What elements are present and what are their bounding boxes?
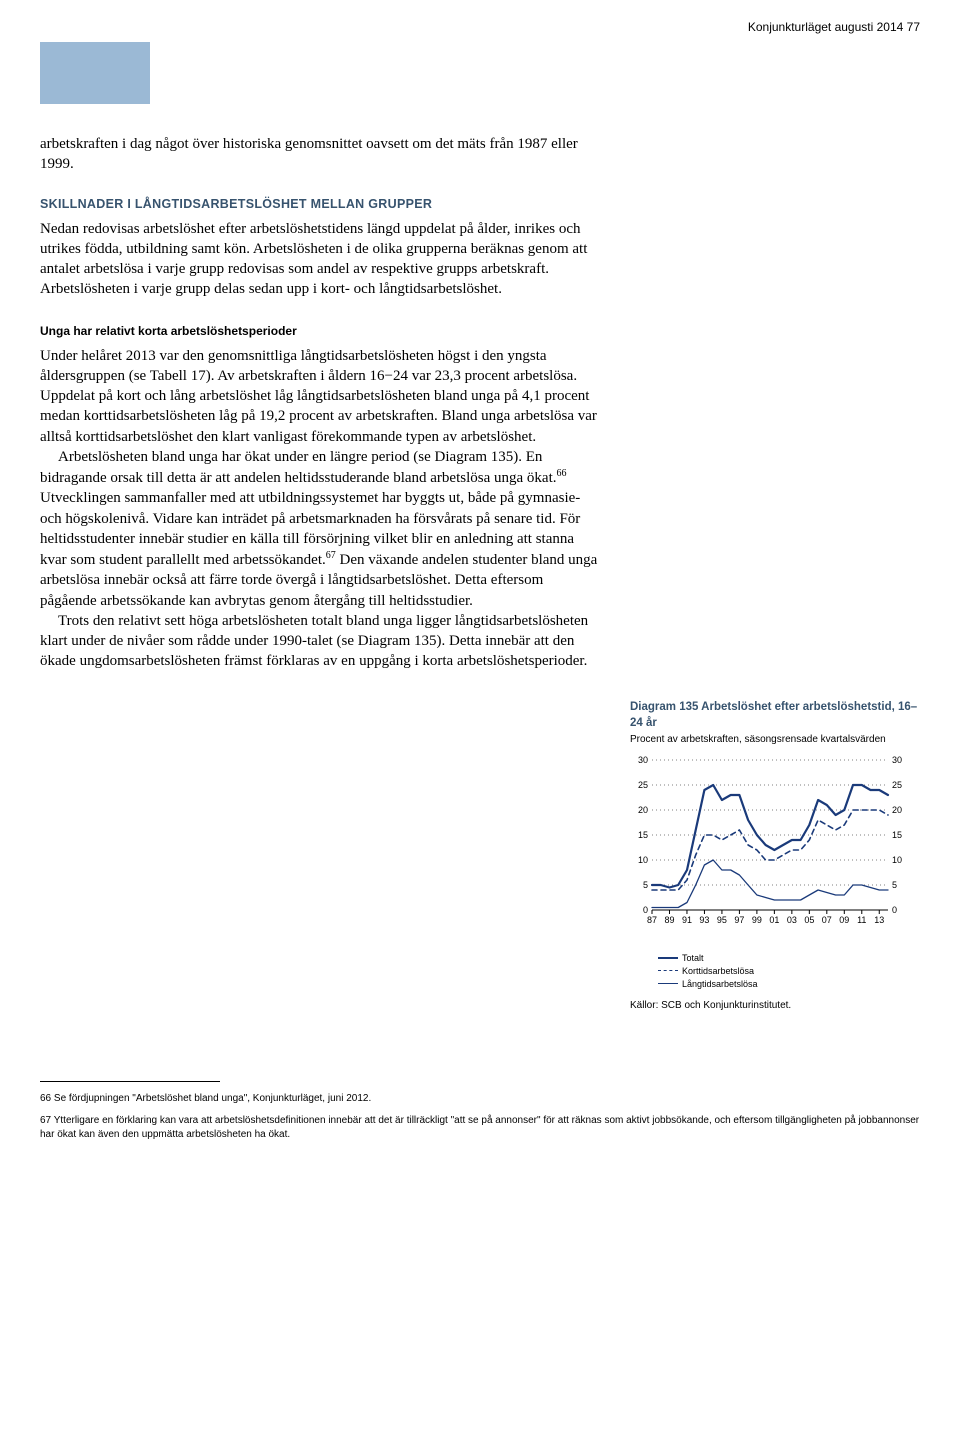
svg-text:05: 05: [804, 915, 814, 925]
svg-text:07: 07: [822, 915, 832, 925]
svg-text:20: 20: [638, 805, 648, 815]
svg-text:91: 91: [682, 915, 692, 925]
chart-svg: 0055101015152020252530308789919395979901…: [630, 752, 910, 942]
svg-text:15: 15: [892, 830, 902, 840]
section-heading-1: SKILLNADER I LÅNGTIDSARBETSLÖSHET MELLAN…: [40, 197, 600, 211]
chart-title: Diagram 135 Arbetslöshet efter arbetslös…: [630, 700, 920, 731]
legend-label: Totalt: [682, 953, 704, 963]
legend-line-icon: [658, 970, 678, 971]
svg-text:03: 03: [787, 915, 797, 925]
svg-text:01: 01: [769, 915, 779, 925]
svg-text:25: 25: [638, 780, 648, 790]
paragraph: Trots den relativt sett höga arbetslöshe…: [40, 611, 600, 672]
intro-text: arbetskraften i dag något över historisk…: [40, 134, 600, 175]
chart-subtitle: Procent av arbetskraften, säsongsrensade…: [630, 733, 920, 746]
svg-text:25: 25: [892, 780, 902, 790]
footnote-separator: [40, 1081, 220, 1082]
legend-line-icon: [658, 957, 678, 959]
chart-legend: Totalt Korttidsarbetslösa Långtidsarbetslö…: [630, 951, 920, 990]
section-heading-2: Unga har relativt korta arbetslöshetsper…: [40, 324, 600, 338]
svg-text:5: 5: [643, 880, 648, 890]
svg-text:20: 20: [892, 805, 902, 815]
svg-text:30: 30: [892, 755, 902, 765]
legend-item: Korttidsarbetslösa: [658, 964, 920, 977]
svg-text:93: 93: [699, 915, 709, 925]
svg-text:5: 5: [892, 880, 897, 890]
body-text: Under helåret 2013 var den genomsnittlig…: [40, 346, 600, 672]
paragraph: Arbetslösheten bland unga har ökat under…: [40, 447, 600, 611]
text-span: Arbetslösheten bland unga har ökat under…: [40, 449, 557, 486]
page-header: Konjunkturläget augusti 2014 77: [40, 20, 920, 34]
svg-text:15: 15: [638, 830, 648, 840]
section-body-1: Nedan redovisas arbetslöshet efter arbet…: [40, 219, 600, 300]
svg-text:87: 87: [647, 915, 657, 925]
footnote-ref-66: 66: [557, 468, 567, 479]
paragraph: Under helåret 2013 var den genomsnittlig…: [40, 346, 600, 447]
footnote-ref-67: 67: [326, 550, 336, 561]
blue-block: [40, 42, 150, 104]
svg-text:09: 09: [839, 915, 849, 925]
svg-text:10: 10: [638, 855, 648, 865]
main-text-column: arbetskraften i dag något över historisk…: [40, 134, 600, 1011]
chart-column: Diagram 135 Arbetslöshet efter arbetslös…: [630, 134, 920, 1011]
svg-text:97: 97: [734, 915, 744, 925]
chart-sources: Källor: SCB och Konjunkturinstitutet.: [630, 1000, 920, 1011]
footnote-66: 66 Se fördjupningen "Arbetslöshet bland …: [40, 1092, 920, 1106]
legend-label: Långtidsarbetslösa: [682, 979, 758, 989]
svg-text:89: 89: [664, 915, 674, 925]
svg-text:13: 13: [874, 915, 884, 925]
footnote-67: 67 Ytterligare en förklaring kan vara at…: [40, 1114, 920, 1142]
legend-label: Korttidsarbetslösa: [682, 966, 754, 976]
svg-text:11: 11: [857, 915, 866, 925]
chart-area: 0055101015152020252530308789919395979901…: [630, 752, 920, 947]
legend-item: Långtidsarbetslösa: [658, 977, 920, 990]
svg-text:10: 10: [892, 855, 902, 865]
svg-text:0: 0: [643, 905, 648, 915]
legend-line-icon: [658, 983, 678, 984]
svg-text:30: 30: [638, 755, 648, 765]
legend-item: Totalt: [658, 951, 920, 964]
svg-text:0: 0: [892, 905, 897, 915]
svg-text:95: 95: [717, 915, 727, 925]
svg-text:99: 99: [752, 915, 762, 925]
